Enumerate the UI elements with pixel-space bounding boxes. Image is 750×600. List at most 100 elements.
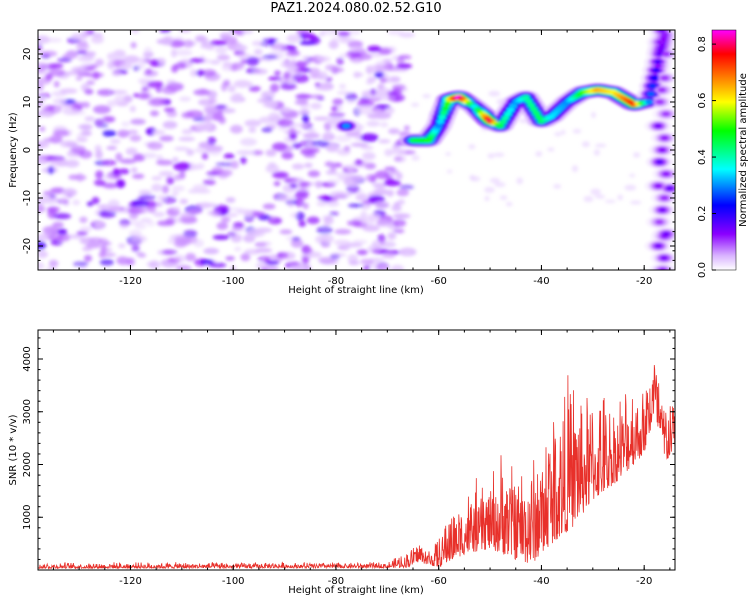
noise-blob — [594, 194, 606, 199]
snr-y-tick-label: 1000 — [22, 505, 33, 530]
noise-blob — [346, 184, 360, 194]
ridge-mark — [654, 183, 663, 189]
noise-blob — [295, 60, 308, 68]
noise-blob — [223, 153, 235, 159]
noise-blob — [329, 190, 348, 198]
noise-blob — [39, 126, 46, 132]
noise-blob — [173, 174, 181, 181]
noise-blob — [302, 114, 310, 123]
noise-blob — [149, 110, 160, 117]
noise-blob — [129, 134, 142, 142]
noise-blob — [396, 63, 413, 69]
noise-blob — [52, 98, 67, 104]
noise-blob — [209, 59, 221, 65]
noise-blob — [357, 105, 374, 115]
noise-blob — [106, 100, 117, 108]
noise-blob — [328, 40, 339, 50]
noise-blob — [208, 262, 227, 268]
noise-blob — [236, 81, 254, 88]
noise-blob — [69, 110, 86, 116]
noise-blob — [346, 165, 355, 173]
noise-blob — [590, 188, 601, 195]
noise-blob — [302, 202, 309, 210]
noise-blob — [162, 120, 178, 129]
noise-blob — [130, 42, 137, 49]
noise-blob — [295, 94, 313, 99]
noise-blob — [360, 133, 379, 142]
ridge-mark — [438, 114, 447, 120]
noise-blob — [374, 71, 384, 79]
noise-blob — [268, 112, 281, 121]
noise-blob — [279, 229, 293, 235]
noise-blob — [298, 220, 306, 227]
noise-blob — [399, 184, 414, 190]
noise-blob — [217, 169, 233, 177]
noise-blob — [240, 156, 247, 165]
noise-blob — [219, 32, 231, 38]
noise-blob — [40, 50, 58, 57]
noise-blob — [153, 211, 166, 218]
snr-y-axis-title: SNR (10 * v/v) — [8, 414, 19, 485]
noise-blob — [374, 200, 390, 210]
noise-blob — [367, 244, 381, 254]
noise-blob — [356, 249, 368, 256]
noise-blob — [49, 63, 64, 69]
noise-blob — [202, 179, 216, 186]
noise-blob — [181, 129, 193, 135]
noise-blob — [144, 57, 151, 64]
noise-blob — [240, 138, 257, 146]
noise-blob — [75, 42, 90, 52]
noise-blob — [301, 55, 309, 61]
ridge-mark — [529, 106, 538, 112]
noise-blob — [274, 70, 281, 76]
noise-blob — [50, 187, 66, 194]
noise-blob — [146, 261, 158, 267]
spectrogram-x-tick-label: -60 — [431, 276, 447, 287]
noise-blob — [581, 141, 590, 148]
noise-blob — [250, 211, 266, 217]
noise-blob — [288, 127, 296, 135]
noise-blob — [196, 162, 205, 170]
noise-blob — [139, 57, 146, 63]
noise-blob — [252, 68, 268, 75]
noise-blob — [378, 139, 391, 144]
noise-blob — [395, 172, 403, 180]
noise-blob — [166, 177, 175, 185]
noise-blob — [227, 231, 237, 237]
spectrogram-y-axis: -20 -10 0 10 20 — [22, 29, 675, 271]
noise-blob — [505, 202, 513, 207]
noise-blob — [90, 35, 104, 44]
noise-blob — [237, 44, 248, 52]
noise-blob — [185, 110, 204, 118]
noise-blob — [317, 71, 328, 81]
ridge-mark — [655, 219, 664, 225]
noise-blob — [190, 69, 197, 77]
noise-blob — [38, 157, 46, 165]
noise-blob — [128, 207, 145, 215]
noise-blob — [162, 196, 177, 204]
noise-blob — [159, 135, 174, 142]
noise-blob — [493, 152, 505, 157]
noise-blob — [115, 152, 123, 162]
noise-blob — [57, 57, 73, 63]
noise-blob — [630, 200, 642, 205]
ridge-mark — [658, 267, 667, 270]
noise-blob — [92, 71, 100, 80]
noise-blob — [95, 150, 103, 160]
colorbar: 0.0 0.2 0.4 0.6 0.8 Normalized spectral ampl… — [697, 29, 749, 278]
noise-blob — [445, 152, 451, 156]
noise-blob — [258, 241, 272, 246]
noise-blob — [147, 141, 163, 150]
noise-blob — [171, 191, 179, 197]
noise-blob — [118, 243, 126, 249]
noise-blob — [111, 70, 122, 77]
noise-blob — [57, 228, 68, 235]
noise-blob — [53, 213, 72, 220]
ridge-mark — [506, 107, 515, 113]
noise-blob — [547, 147, 555, 152]
noise-blob — [171, 48, 177, 58]
noise-blob — [147, 205, 157, 214]
noise-blob — [375, 104, 391, 109]
noise-blob — [173, 206, 181, 212]
